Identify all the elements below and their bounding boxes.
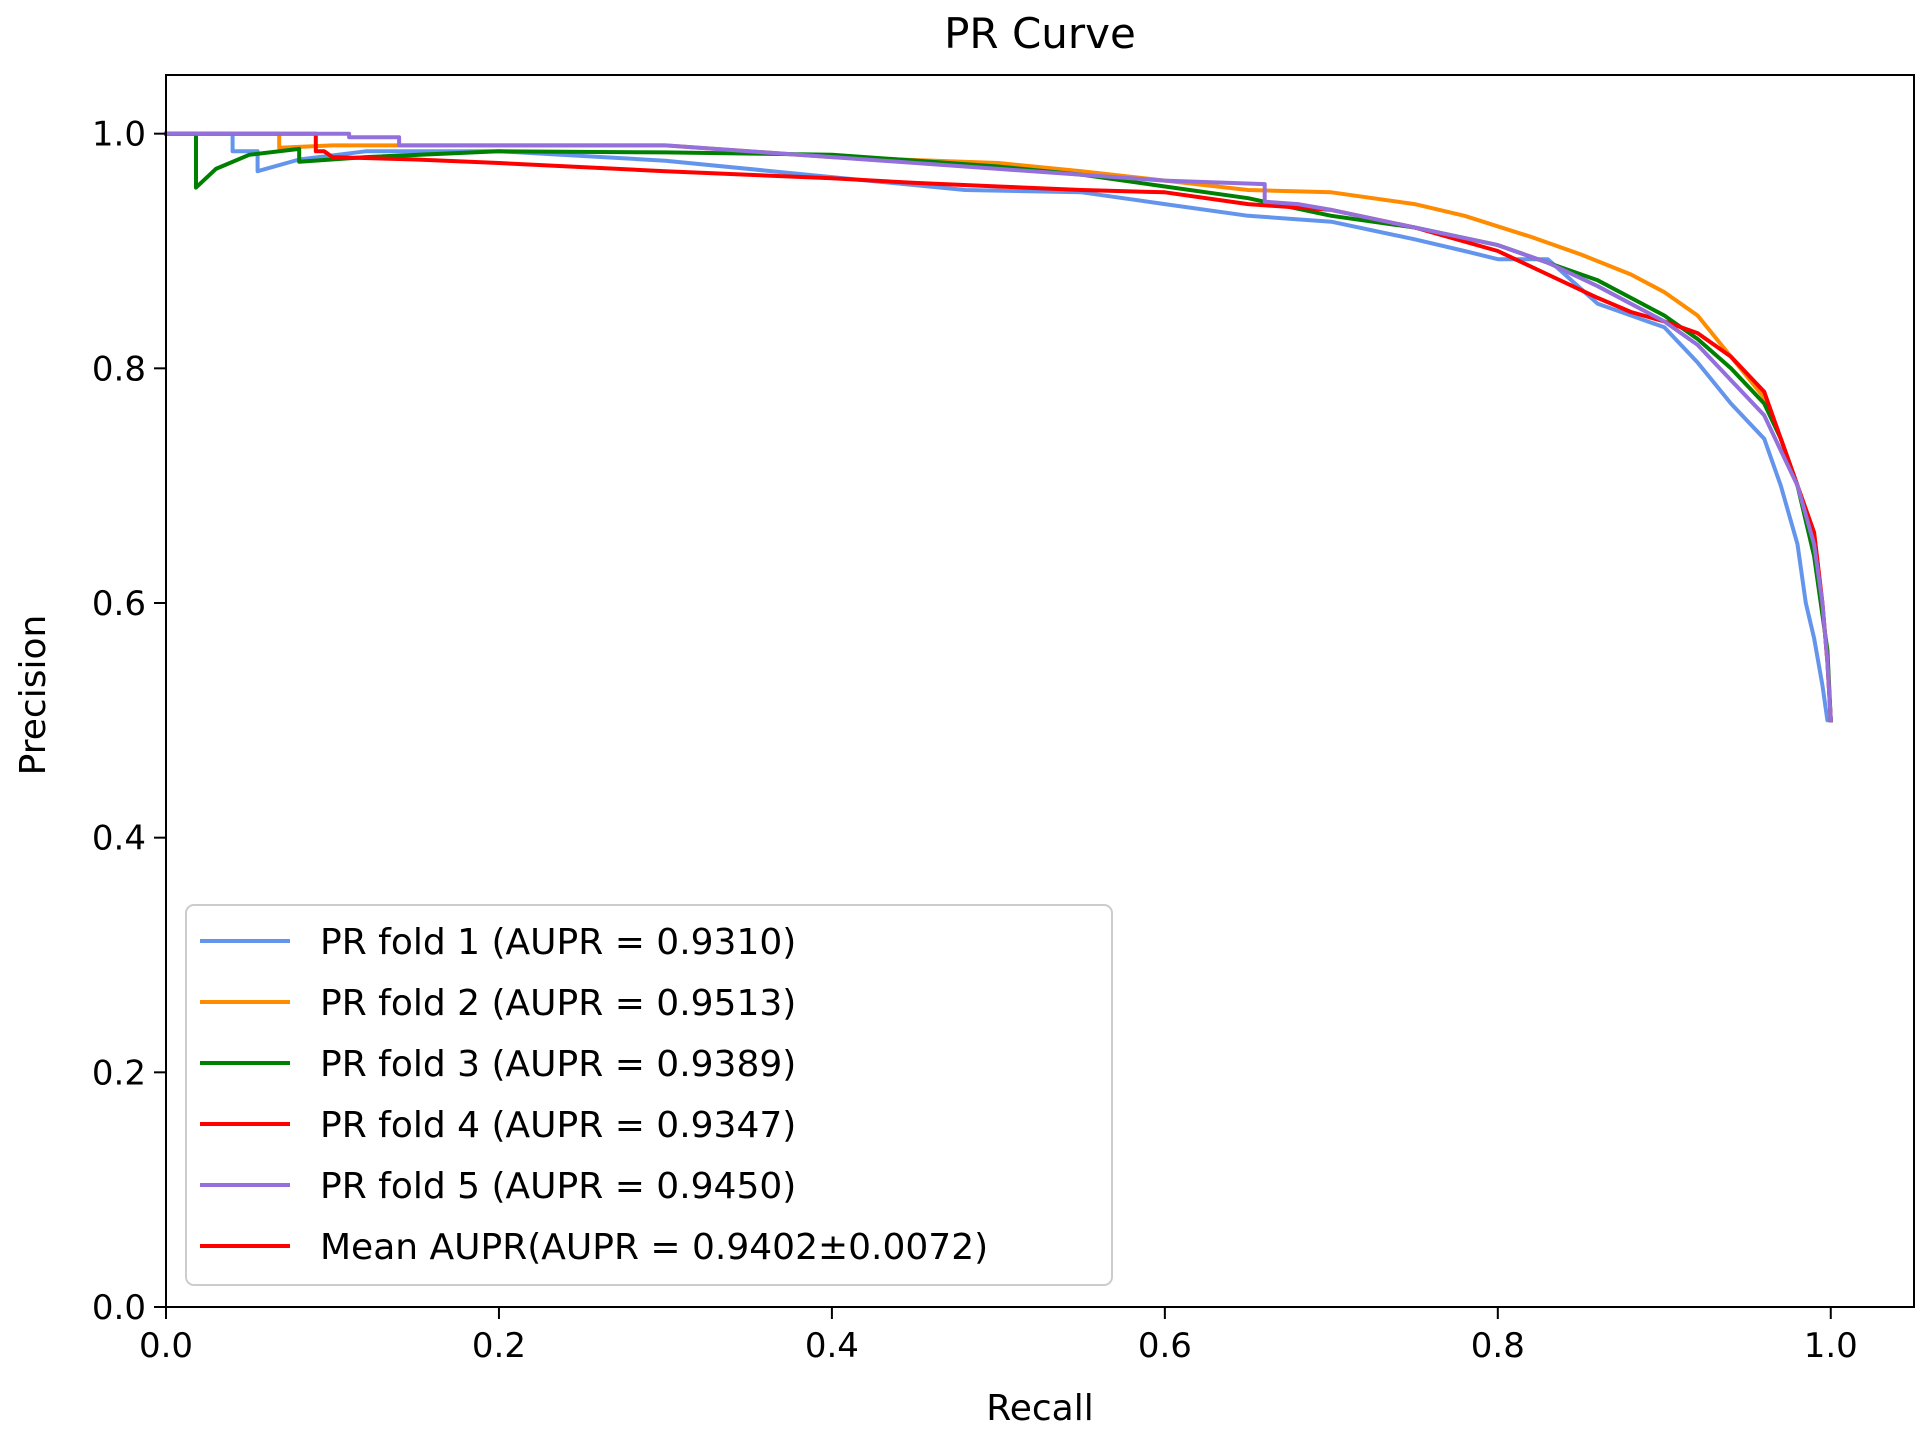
y-tick-label-5: 1.0 <box>92 115 146 155</box>
y-tick-label-2: 0.4 <box>92 819 146 859</box>
y-tick-label-0: 0.0 <box>92 1288 146 1328</box>
y-tick-label-4: 0.8 <box>92 349 146 389</box>
legend-box <box>185 904 1113 1286</box>
y-axis-ticks: 0.0 0.2 0.4 0.6 0.8 1.0 <box>92 115 166 1328</box>
x-axis-label: Recall <box>986 1388 1093 1429</box>
y-axis-label: Precision <box>13 615 54 776</box>
series-line-5 <box>164 131 1833 723</box>
chart-title: PR Curve <box>944 9 1136 58</box>
x-tick-label-2: 0.4 <box>805 1326 859 1366</box>
legend-label-5: PR fold 5 (AUPR = 0.9450) <box>320 1166 796 1207</box>
series-line-1 <box>164 131 1833 723</box>
series-line-3 <box>164 131 1833 723</box>
series-line-4 <box>164 131 1833 723</box>
x-tick-label-4: 0.8 <box>1471 1326 1525 1366</box>
y-tick-label-3: 0.6 <box>92 584 146 624</box>
legend-label-4: PR fold 4 (AUPR = 0.9347) <box>320 1105 796 1146</box>
plot-area-frame <box>165 74 1915 1308</box>
legend-items: PR fold 1 (AUPR = 0.9310) PR fold 2 (AUPR… <box>200 922 988 1268</box>
legend-label-1: PR fold 1 (AUPR = 0.9310) <box>320 922 796 963</box>
legend-label-3: PR fold 3 (AUPR = 0.9389) <box>320 1044 796 1085</box>
series-line-2 <box>164 131 1833 723</box>
legend: PR fold 1 (AUPR = 0.9310) PR fold 2 (AUPR… <box>185 904 1113 1286</box>
x-tick-label-1: 0.2 <box>472 1326 526 1366</box>
x-axis-ticks: 0.0 0.2 0.4 0.6 0.8 1.0 <box>139 1307 1858 1366</box>
series-group <box>164 131 1833 723</box>
x-tick-label-0: 0.0 <box>139 1326 193 1366</box>
x-tick-label-5: 1.0 <box>1804 1326 1858 1366</box>
legend-label-6: Mean AUPR(AUPR = 0.9402±0.0072) <box>320 1227 988 1268</box>
x-tick-label-3: 0.6 <box>1138 1326 1192 1366</box>
legend-label-2: PR fold 2 (AUPR = 0.9513) <box>320 983 796 1024</box>
y-tick-label-1: 0.2 <box>92 1053 146 1093</box>
